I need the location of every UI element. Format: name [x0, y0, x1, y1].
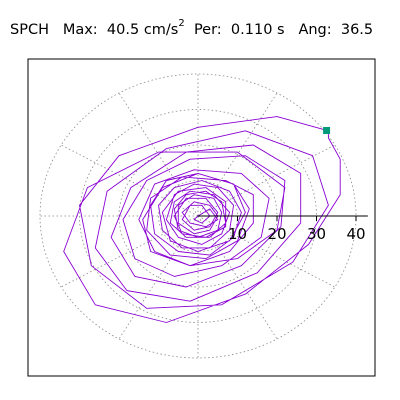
max-value: 40.5 — [106, 21, 140, 38]
grid-spoke-210 — [60, 215, 199, 288]
angle-label: Ang: — [298, 21, 332, 38]
radial-tick-label-30: 30 — [307, 225, 326, 243]
max-amplitude-marker — [323, 126, 331, 134]
max-label: Max: — [62, 21, 98, 38]
max-marker-layer — [323, 126, 331, 134]
station-code: SPCH — [10, 21, 49, 38]
plot-header: SPCH Max: 40.5 cm/s2 Per: 0.110 s Ang: 3… — [10, 17, 373, 39]
grid-spoke-60 — [197, 92, 278, 217]
max-unit: cm/s — [143, 21, 179, 38]
max-unit-exponent: 2 — [178, 18, 185, 29]
period-label: Per: — [193, 21, 222, 38]
plot-frame — [27, 58, 376, 377]
radial-tick-label-40: 40 — [346, 225, 365, 243]
grid-spoke-330 — [197, 215, 336, 288]
trace-line — [63, 116, 341, 323]
motion-trace — [63, 116, 341, 323]
grid-spoke-30 — [197, 144, 336, 217]
period-value: 0.110 s — [230, 21, 285, 38]
radial-tick-label-10: 10 — [228, 225, 247, 243]
radial-tick-label-20: 20 — [267, 225, 286, 243]
angle-value: 36.5 — [340, 21, 374, 38]
radial-axis: 10 20 30 40 — [198, 215, 368, 243]
grid-spoke-150 — [60, 144, 199, 217]
